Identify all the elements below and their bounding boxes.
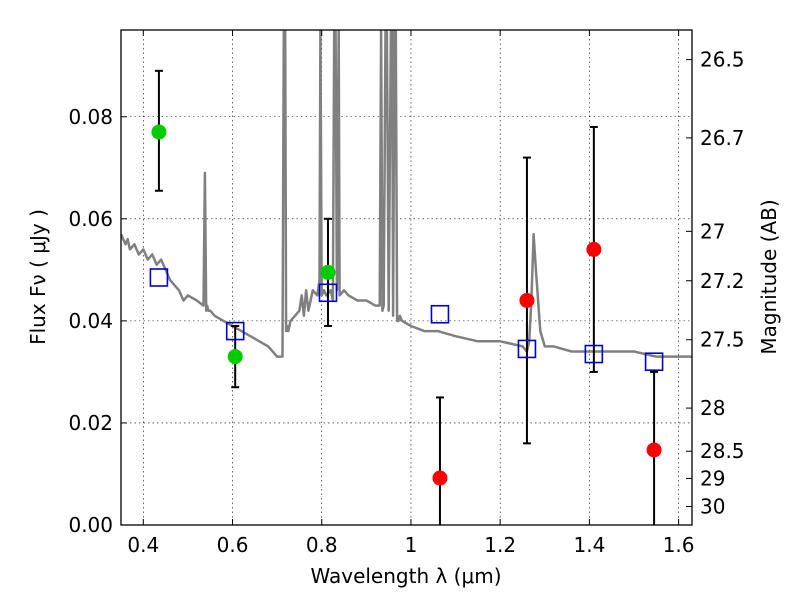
x-tick-label: 0.6 <box>217 533 249 557</box>
model-spectrum-line <box>121 30 692 358</box>
y2-tick-label: 27 <box>700 219 725 243</box>
y2-tick-label: 27.5 <box>700 328 745 352</box>
model-point-square <box>225 321 245 341</box>
model-point-square <box>517 339 537 359</box>
y2-tick-label: 28.5 <box>700 439 745 463</box>
data-point <box>227 349 243 365</box>
x-tick-label: 1.2 <box>484 533 516 557</box>
y2-tick-label: 28 <box>700 396 725 420</box>
model-point-square <box>430 304 450 324</box>
x-axis-title: Wavelength λ (μm) <box>310 564 501 588</box>
data-point <box>586 241 602 257</box>
y-tick-label: 0.04 <box>68 309 113 333</box>
y2-tick-label: 26.5 <box>700 48 745 72</box>
plot-frame <box>120 29 693 526</box>
y2-tick-label: 27.2 <box>700 269 745 293</box>
model-point-square <box>318 283 338 303</box>
x-tick-label: 1.4 <box>573 533 605 557</box>
y-axis-title: Flux Fν ( μJy ) <box>26 209 50 345</box>
y-tick-label: 0.00 <box>68 513 113 537</box>
y-tick-label: 0.02 <box>68 411 113 435</box>
data-point <box>151 124 167 140</box>
y-tick-label: 0.06 <box>68 207 113 231</box>
model-point-square <box>149 268 169 287</box>
data-point <box>646 442 662 458</box>
x-tick-label: 0.8 <box>306 533 338 557</box>
grid <box>121 30 692 526</box>
ticks: 0.4 0.6 0.8 1 1.2 1.4 1.6 0.00 0.02 0.04 0.06 0.08 2… <box>68 30 745 557</box>
x-tick-label: 0.4 <box>127 533 159 557</box>
data-point <box>320 264 336 280</box>
x-tick-label: 1 <box>405 533 418 557</box>
y2-tick-label: 26.7 <box>700 126 745 150</box>
y2-tick-label: 29 <box>700 466 725 490</box>
model-point-square <box>644 352 664 372</box>
x-tick-label: 1.6 <box>663 533 695 557</box>
y-tick-label: 0.08 <box>68 105 113 129</box>
data-point <box>432 470 448 486</box>
data-point <box>519 292 535 308</box>
plot-area <box>121 30 692 525</box>
y2-axis-title: Magnitude (AB) <box>757 199 781 354</box>
y2-tick-label: 30 <box>700 494 725 518</box>
model-point-square <box>584 344 604 364</box>
